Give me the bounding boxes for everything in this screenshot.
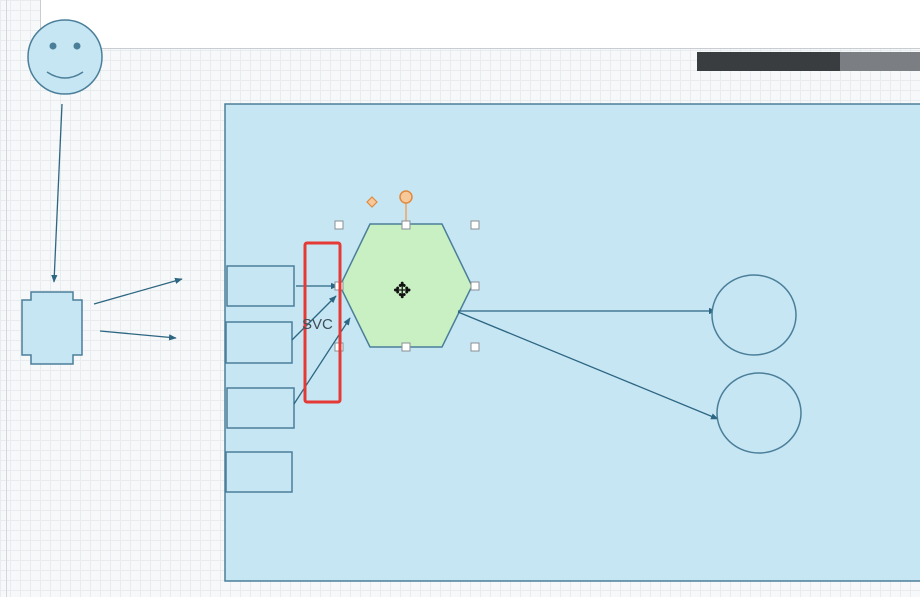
circle-node[interactable] (717, 373, 801, 453)
connector-arrow[interactable] (94, 279, 182, 304)
circle-node[interactable] (712, 275, 796, 355)
small-rectangle[interactable] (227, 388, 294, 428)
small-rectangle[interactable] (227, 266, 294, 306)
small-rectangle[interactable] (226, 322, 292, 363)
smiley-face-icon[interactable] (28, 20, 102, 94)
move-cursor-icon: ✥ (393, 280, 411, 302)
container-rectangle[interactable] (225, 104, 920, 581)
connector-arrow[interactable] (54, 104, 62, 282)
connector-arrow[interactable] (100, 331, 176, 338)
small-rectangle[interactable] (226, 452, 292, 492)
notched-square-node[interactable] (22, 292, 82, 364)
svc-label: SVC (302, 316, 333, 333)
rotate-handle[interactable] (400, 191, 412, 203)
